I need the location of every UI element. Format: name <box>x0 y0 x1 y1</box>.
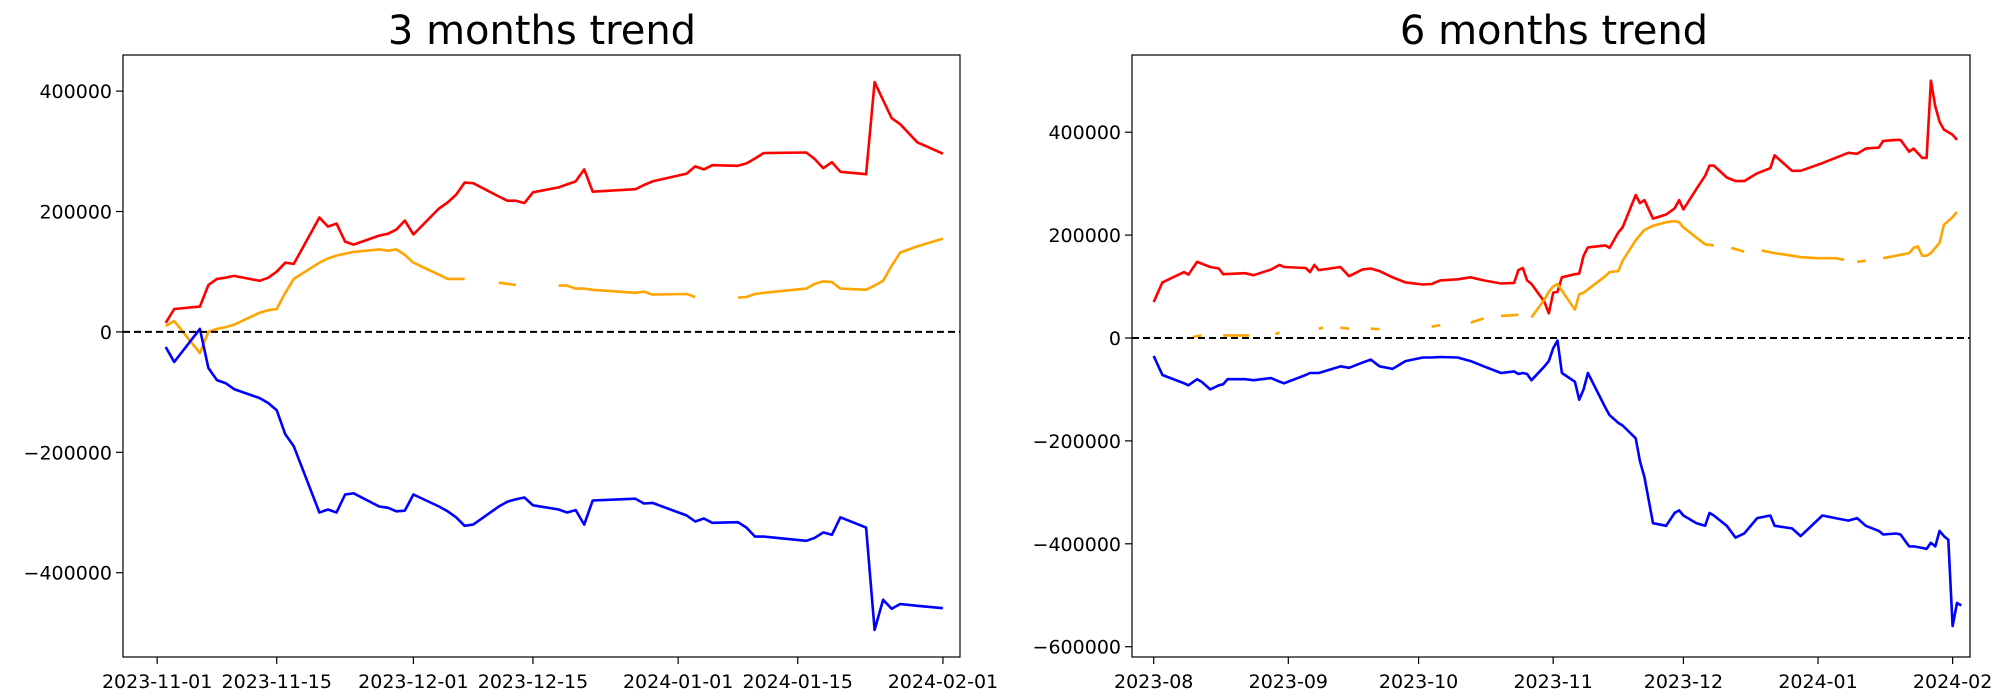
y-tick-label: 200000 <box>39 202 112 224</box>
x-tick-label: 2023-10 <box>1379 671 1458 693</box>
x-tick-label: 2023-11-01 <box>102 671 212 693</box>
series-line-1 <box>165 237 944 355</box>
y-tick-label: 0 <box>100 322 112 344</box>
y-tick-label: −400000 <box>1033 534 1121 556</box>
chart-3-months: 3 months trend −400000 −200000 0 200000 4000… <box>24 8 999 693</box>
x-tick-label: 2023-12-01 <box>358 671 468 693</box>
y-tick-label: −200000 <box>24 442 112 464</box>
y-tick-label: −200000 <box>1033 431 1121 453</box>
y-tick-label: −400000 <box>24 563 112 585</box>
chart-6-months: 6 months trend −600000 −400000 −200000 0 200… <box>1033 8 1993 693</box>
series-line-0 <box>164 80 944 324</box>
x-tick-label: 2023-09 <box>1249 671 1328 693</box>
y-tick-label: 400000 <box>1048 122 1121 144</box>
x-tick-label: 2023-08 <box>1114 671 1193 693</box>
y-tick-label: 400000 <box>39 81 112 103</box>
plot-frame <box>1131 54 1971 658</box>
x-tick-label: 2024-01-15 <box>743 671 853 693</box>
x-tick-label: 2024-02-01 <box>888 671 998 693</box>
x-tick-label: 2024-01-01 <box>623 671 733 693</box>
y-tick-label: 200000 <box>1048 225 1121 247</box>
series-line-2 <box>164 327 944 632</box>
series-line-1 <box>1192 211 1958 339</box>
x-tick-label: 2023-12 <box>1644 671 1723 693</box>
x-tick-label: 2023-11-15 <box>222 671 332 693</box>
series-line-2 <box>1152 339 1962 628</box>
y-tick-label: 0 <box>1109 328 1121 350</box>
y-tick-label: −600000 <box>1033 637 1121 659</box>
plot-frame <box>122 54 961 658</box>
x-tick-label: 2023-12-15 <box>478 671 588 693</box>
x-tick-label: 2024-01 <box>1778 671 1857 693</box>
x-tick-label: 2024-02 <box>1913 671 1992 693</box>
chart-title: 3 months trend <box>388 8 696 54</box>
chart-title: 6 months trend <box>1400 8 1708 54</box>
x-tick-label: 2023-11 <box>1513 671 1592 693</box>
series-line-0 <box>1152 79 1958 315</box>
